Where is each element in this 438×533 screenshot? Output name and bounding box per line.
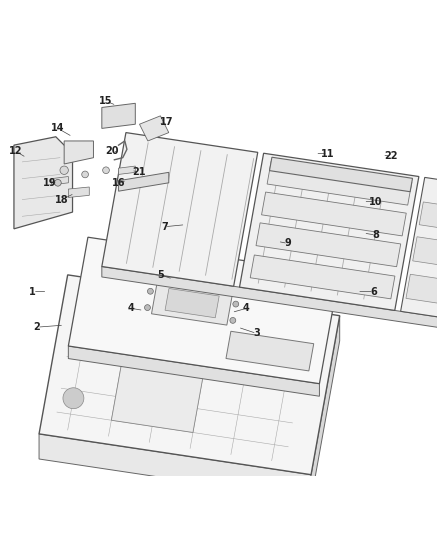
Polygon shape xyxy=(119,166,135,174)
Polygon shape xyxy=(102,133,258,286)
Circle shape xyxy=(233,301,239,307)
Text: 18: 18 xyxy=(55,195,69,205)
Circle shape xyxy=(145,305,150,311)
Circle shape xyxy=(77,308,98,329)
Polygon shape xyxy=(165,288,219,318)
Polygon shape xyxy=(111,309,213,432)
Text: 11: 11 xyxy=(321,149,335,158)
Polygon shape xyxy=(250,255,395,299)
Text: 20: 20 xyxy=(106,147,119,156)
Text: 19: 19 xyxy=(43,178,56,188)
Circle shape xyxy=(55,180,61,186)
Text: 21: 21 xyxy=(133,167,146,177)
Polygon shape xyxy=(52,176,68,185)
Circle shape xyxy=(102,167,110,174)
Text: 6: 6 xyxy=(371,287,377,296)
Polygon shape xyxy=(413,237,438,267)
Polygon shape xyxy=(311,316,340,500)
Polygon shape xyxy=(152,281,233,325)
Text: 22: 22 xyxy=(384,151,397,160)
Text: 7: 7 xyxy=(161,222,168,232)
Text: 5: 5 xyxy=(157,270,164,280)
Polygon shape xyxy=(240,154,419,310)
Text: 2: 2 xyxy=(34,322,40,332)
Text: 4: 4 xyxy=(243,303,250,313)
Text: 3: 3 xyxy=(253,328,260,338)
Text: 14: 14 xyxy=(51,124,65,133)
Polygon shape xyxy=(261,192,406,236)
Polygon shape xyxy=(68,237,339,384)
Text: 10: 10 xyxy=(369,197,383,207)
Polygon shape xyxy=(139,116,169,141)
Text: 16: 16 xyxy=(112,178,125,188)
Polygon shape xyxy=(102,103,135,128)
Text: 15: 15 xyxy=(99,96,113,106)
Circle shape xyxy=(60,166,68,174)
Polygon shape xyxy=(406,274,438,304)
Polygon shape xyxy=(39,434,311,500)
Polygon shape xyxy=(64,141,93,164)
Polygon shape xyxy=(14,137,73,229)
Polygon shape xyxy=(68,187,89,197)
Polygon shape xyxy=(102,266,438,329)
Circle shape xyxy=(148,288,153,294)
Polygon shape xyxy=(68,346,319,396)
Polygon shape xyxy=(256,223,401,266)
Polygon shape xyxy=(39,275,340,475)
Polygon shape xyxy=(401,177,438,318)
Text: 17: 17 xyxy=(160,117,173,127)
Polygon shape xyxy=(119,172,169,191)
Polygon shape xyxy=(419,202,438,231)
Text: 1: 1 xyxy=(29,287,36,296)
Circle shape xyxy=(63,387,84,409)
Text: 12: 12 xyxy=(9,147,23,156)
Polygon shape xyxy=(226,332,314,371)
Circle shape xyxy=(82,171,88,178)
Polygon shape xyxy=(269,157,413,192)
Text: 4: 4 xyxy=(128,303,134,313)
Polygon shape xyxy=(267,161,412,205)
Text: 8: 8 xyxy=(372,230,379,240)
Text: 9: 9 xyxy=(285,238,291,248)
Circle shape xyxy=(230,318,236,324)
